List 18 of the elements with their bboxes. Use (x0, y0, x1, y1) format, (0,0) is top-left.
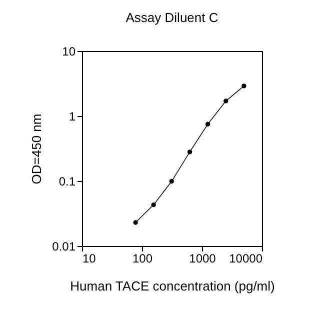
point (169, 178, 174, 184)
y-tick-label: 0.1 (58, 174, 76, 188)
chart-title: Assay Diluent C (126, 10, 218, 25)
point (224, 98, 228, 104)
y-axis-title: OD=450 nm (29, 114, 44, 184)
x-tick-label: 100 (132, 252, 153, 266)
y-tick-label: 0.01 (52, 240, 76, 254)
y-tick-label: 10 (62, 44, 76, 58)
x-tick-label: 10 (82, 252, 96, 266)
y-tick-label: 1 (68, 110, 76, 124)
x-tick-label: 10000 (229, 252, 263, 266)
point (187, 150, 192, 154)
x-axis-title: Human TACE concentration (pg/ml) (70, 278, 275, 294)
point (133, 220, 138, 225)
x-tick-label: 1000 (189, 252, 216, 266)
point (242, 84, 246, 88)
point (205, 122, 210, 126)
point (151, 202, 156, 208)
